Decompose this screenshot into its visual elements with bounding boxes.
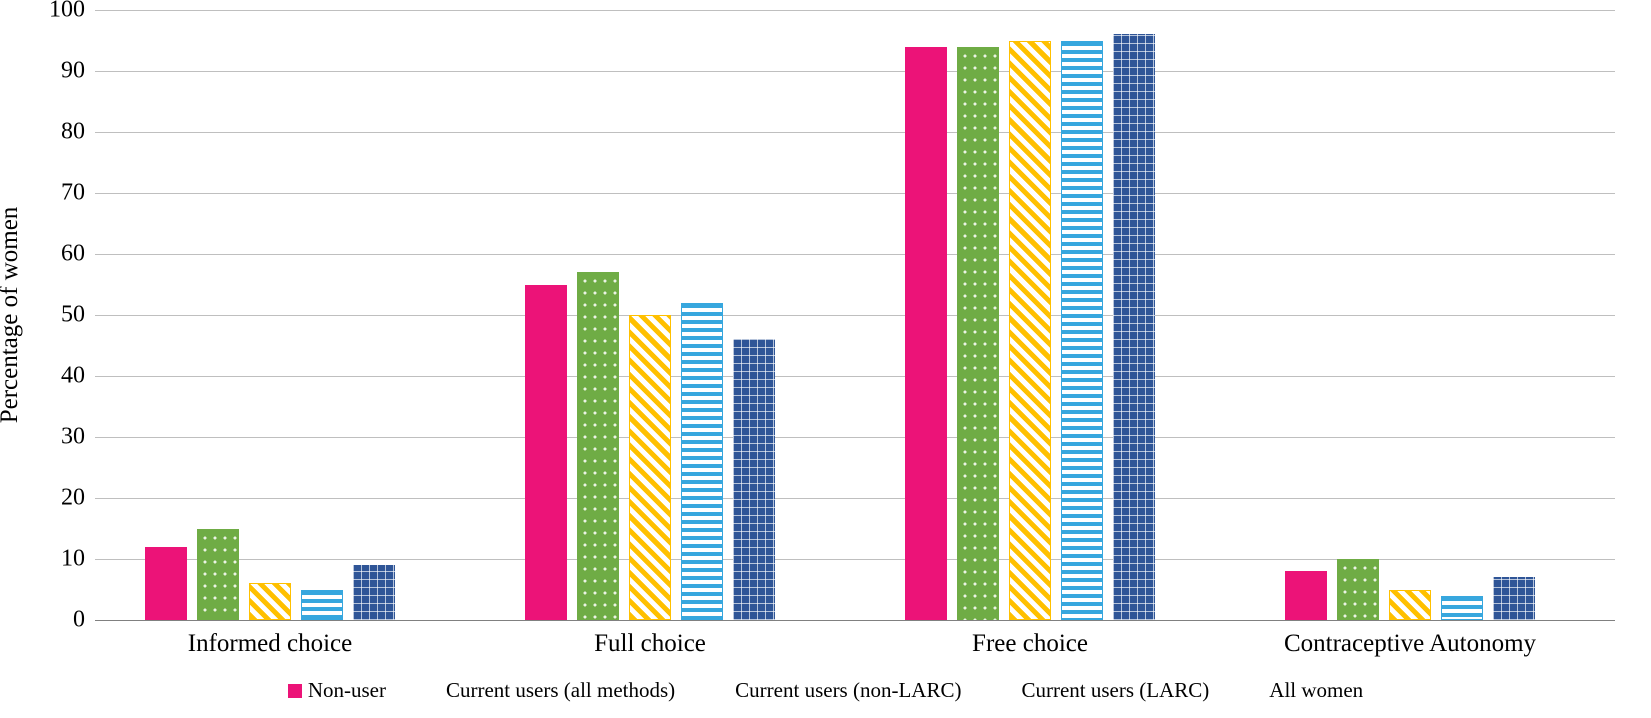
bar bbox=[301, 590, 343, 621]
legend-swatch bbox=[715, 684, 729, 698]
legend-swatch bbox=[1001, 684, 1015, 698]
bar bbox=[197, 529, 239, 621]
gridline bbox=[95, 10, 1615, 11]
bar bbox=[957, 47, 999, 620]
legend-item: All women bbox=[1249, 678, 1363, 703]
bar bbox=[353, 565, 395, 620]
gridline bbox=[95, 376, 1615, 377]
bar bbox=[1389, 590, 1431, 621]
legend: Non-user Current users (all methods) Curre… bbox=[0, 678, 1651, 703]
bar bbox=[1009, 41, 1051, 621]
legend-item: Current users (non-LARC) bbox=[715, 678, 961, 703]
gridline bbox=[95, 132, 1615, 133]
y-tick-label: 60 bbox=[35, 241, 85, 268]
y-tick-label: 0 bbox=[35, 607, 85, 634]
y-tick-label: 40 bbox=[35, 363, 85, 390]
x-category-label: Contraceptive Autonomy bbox=[1284, 630, 1536, 658]
y-tick-label: 70 bbox=[35, 180, 85, 207]
gridline bbox=[95, 193, 1615, 194]
gridline bbox=[95, 315, 1615, 316]
gridline bbox=[95, 437, 1615, 438]
gridline bbox=[95, 498, 1615, 499]
legend-swatch bbox=[288, 684, 302, 698]
y-axis-title: Percentage of women bbox=[0, 207, 24, 424]
bar bbox=[629, 315, 671, 620]
bar bbox=[1441, 596, 1483, 620]
bar bbox=[733, 339, 775, 620]
legend-item: Current users (all methods) bbox=[426, 678, 675, 703]
y-tick-label: 80 bbox=[35, 119, 85, 146]
bar bbox=[1337, 559, 1379, 620]
y-tick-label: 90 bbox=[35, 58, 85, 85]
y-tick-label: 10 bbox=[35, 546, 85, 573]
legend-swatch bbox=[1249, 684, 1263, 698]
y-tick-label: 20 bbox=[35, 485, 85, 512]
bar bbox=[1113, 34, 1155, 620]
chart-container: Percentage of women 0 10 20 30 40 50 60 70 80 90 1… bbox=[0, 0, 1651, 718]
gridline bbox=[95, 71, 1615, 72]
bar bbox=[577, 272, 619, 620]
bar bbox=[1285, 571, 1327, 620]
y-tick-label: 50 bbox=[35, 302, 85, 329]
x-category-label: Full choice bbox=[594, 630, 706, 658]
x-axis-baseline bbox=[95, 620, 1615, 621]
y-tick-label: 100 bbox=[35, 0, 85, 24]
legend-label: Current users (LARC) bbox=[1021, 678, 1209, 703]
legend-label: All women bbox=[1269, 678, 1363, 703]
y-tick-label: 30 bbox=[35, 424, 85, 451]
x-category-label: Free choice bbox=[972, 630, 1088, 658]
bar bbox=[525, 285, 567, 621]
bar bbox=[145, 547, 187, 620]
gridline bbox=[95, 559, 1615, 560]
legend-label: Current users (non-LARC) bbox=[735, 678, 961, 703]
bar bbox=[249, 583, 291, 620]
bar bbox=[681, 303, 723, 620]
bar bbox=[1493, 577, 1535, 620]
gridline bbox=[95, 254, 1615, 255]
legend-swatch bbox=[426, 684, 440, 698]
legend-item: Current users (LARC) bbox=[1001, 678, 1209, 703]
legend-label: Non-user bbox=[308, 678, 386, 703]
x-category-label: Informed choice bbox=[188, 630, 353, 658]
bar bbox=[905, 47, 947, 620]
bar bbox=[1061, 41, 1103, 621]
legend-item: Non-user bbox=[288, 678, 386, 703]
legend-label: Current users (all methods) bbox=[446, 678, 675, 703]
plot-area bbox=[95, 10, 1615, 620]
